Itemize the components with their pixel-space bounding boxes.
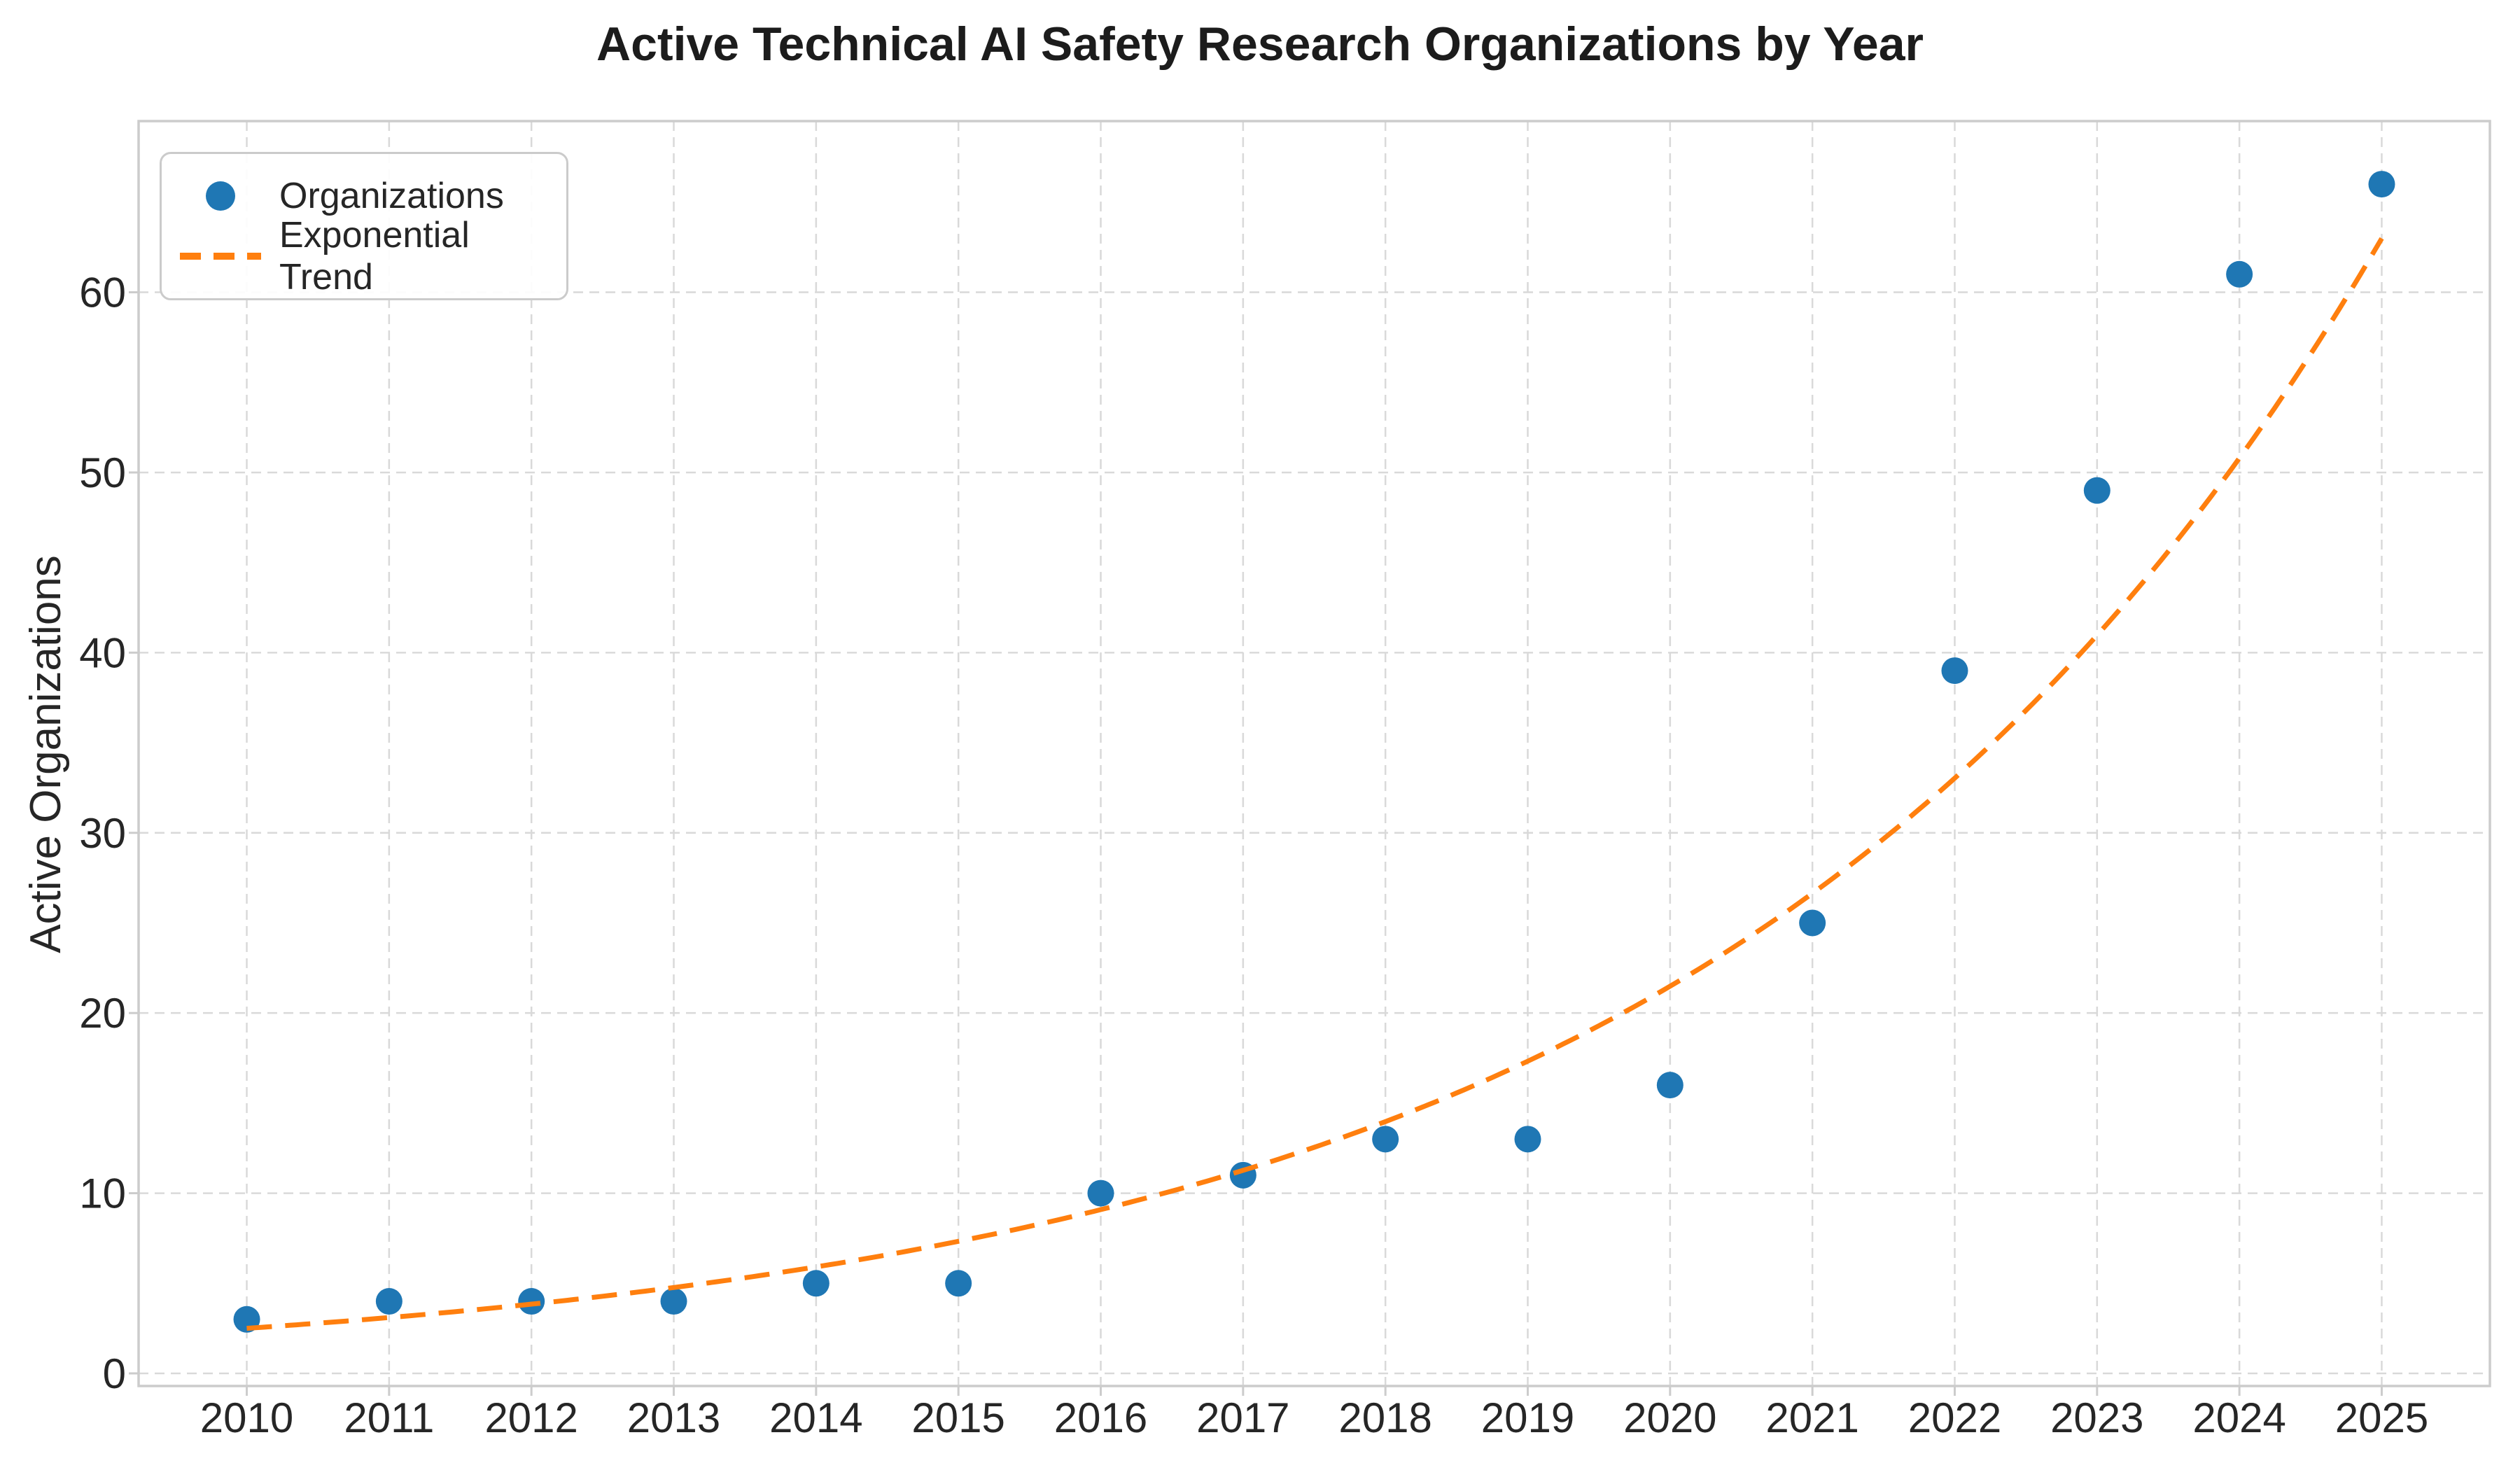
legend-marker bbox=[162, 253, 279, 260]
data-point-2019 bbox=[1514, 1126, 1541, 1153]
data-point-2011 bbox=[375, 1288, 402, 1315]
legend-marker bbox=[162, 181, 279, 211]
plot-frame bbox=[137, 120, 2491, 1387]
x-tick-label-2025: 2025 bbox=[2335, 1394, 2428, 1441]
x-tick-labels: 2010 2011 2012 2013 2014 2015 2016 2017 2018 2019… bbox=[200, 1394, 2428, 1441]
x-tick-label-2010: 2010 bbox=[200, 1394, 293, 1441]
legend-item-exponential-trend: Exponential Trend bbox=[162, 215, 566, 298]
x-tick-label-2020: 2020 bbox=[1623, 1394, 1716, 1441]
data-point-2023 bbox=[2083, 477, 2110, 504]
y-tick-label-50: 50 bbox=[79, 449, 126, 496]
x-tick-label-2017: 2017 bbox=[1196, 1394, 1289, 1441]
y-tick-label-40: 40 bbox=[79, 629, 126, 676]
plot-border bbox=[137, 120, 2491, 1387]
x-tick-label-2012: 2012 bbox=[484, 1394, 578, 1441]
y-tick-label-30: 30 bbox=[79, 810, 126, 857]
x-tick-label-2019: 2019 bbox=[1481, 1394, 1574, 1441]
axis-ticks bbox=[129, 291, 2383, 1396]
legend-item-organizations: Organizations bbox=[162, 171, 566, 221]
y-tick-label-20: 20 bbox=[79, 990, 126, 1037]
data-point-2025 bbox=[2368, 171, 2395, 198]
data-point-2022 bbox=[1941, 657, 1968, 685]
scatter-dot-icon bbox=[206, 181, 235, 211]
x-tick-label-2021: 2021 bbox=[1765, 1394, 1858, 1441]
x-tick-label-2022: 2022 bbox=[1908, 1394, 2001, 1441]
data-point-2015 bbox=[945, 1270, 972, 1297]
x-tick-label-2018: 2018 bbox=[1338, 1394, 1432, 1441]
x-tick-label-2011: 2011 bbox=[344, 1394, 434, 1441]
data-points bbox=[233, 171, 2395, 1333]
y-tick-label-60: 60 bbox=[79, 270, 126, 316]
y-tick-label-10: 10 bbox=[79, 1170, 126, 1217]
data-point-2013 bbox=[660, 1288, 687, 1315]
x-tick-label-2023: 2023 bbox=[2050, 1394, 2143, 1441]
trend-path bbox=[246, 237, 2384, 1331]
x-tick-label-2013: 2013 bbox=[627, 1394, 720, 1441]
gridlines bbox=[139, 121, 2490, 1386]
y-axis-label-text: Active Organizations bbox=[21, 554, 70, 953]
legend-label: Organizations bbox=[279, 176, 504, 216]
data-point-2024 bbox=[2226, 260, 2253, 288]
data-point-2020 bbox=[1656, 1072, 1684, 1099]
y-tick-labels: 0 10 20 30 40 50 60 bbox=[79, 270, 126, 1397]
chart-title: Active Technical AI Safety Research Orga… bbox=[596, 18, 1924, 71]
trend-line bbox=[246, 237, 2384, 1331]
x-tick-label-2015: 2015 bbox=[911, 1394, 1004, 1441]
data-point-2012 bbox=[518, 1288, 545, 1315]
data-point-2016 bbox=[1087, 1180, 1114, 1207]
x-tick-label-2016: 2016 bbox=[1054, 1394, 1147, 1441]
legend-label: Exponential Trend bbox=[279, 215, 470, 298]
y-tick-label-0: 0 bbox=[103, 1350, 126, 1397]
data-point-2014 bbox=[802, 1270, 830, 1297]
x-tick-label-2014: 2014 bbox=[769, 1394, 862, 1441]
dashed-line-icon bbox=[180, 253, 261, 260]
y-axis-label: Active Organizations bbox=[0, 404, 91, 1104]
x-tick-label-2024: 2024 bbox=[2192, 1394, 2286, 1441]
data-point-2021 bbox=[1799, 909, 1826, 937]
legend: Organizations Exponential Trend bbox=[160, 152, 568, 300]
data-point-2018 bbox=[1372, 1126, 1399, 1153]
